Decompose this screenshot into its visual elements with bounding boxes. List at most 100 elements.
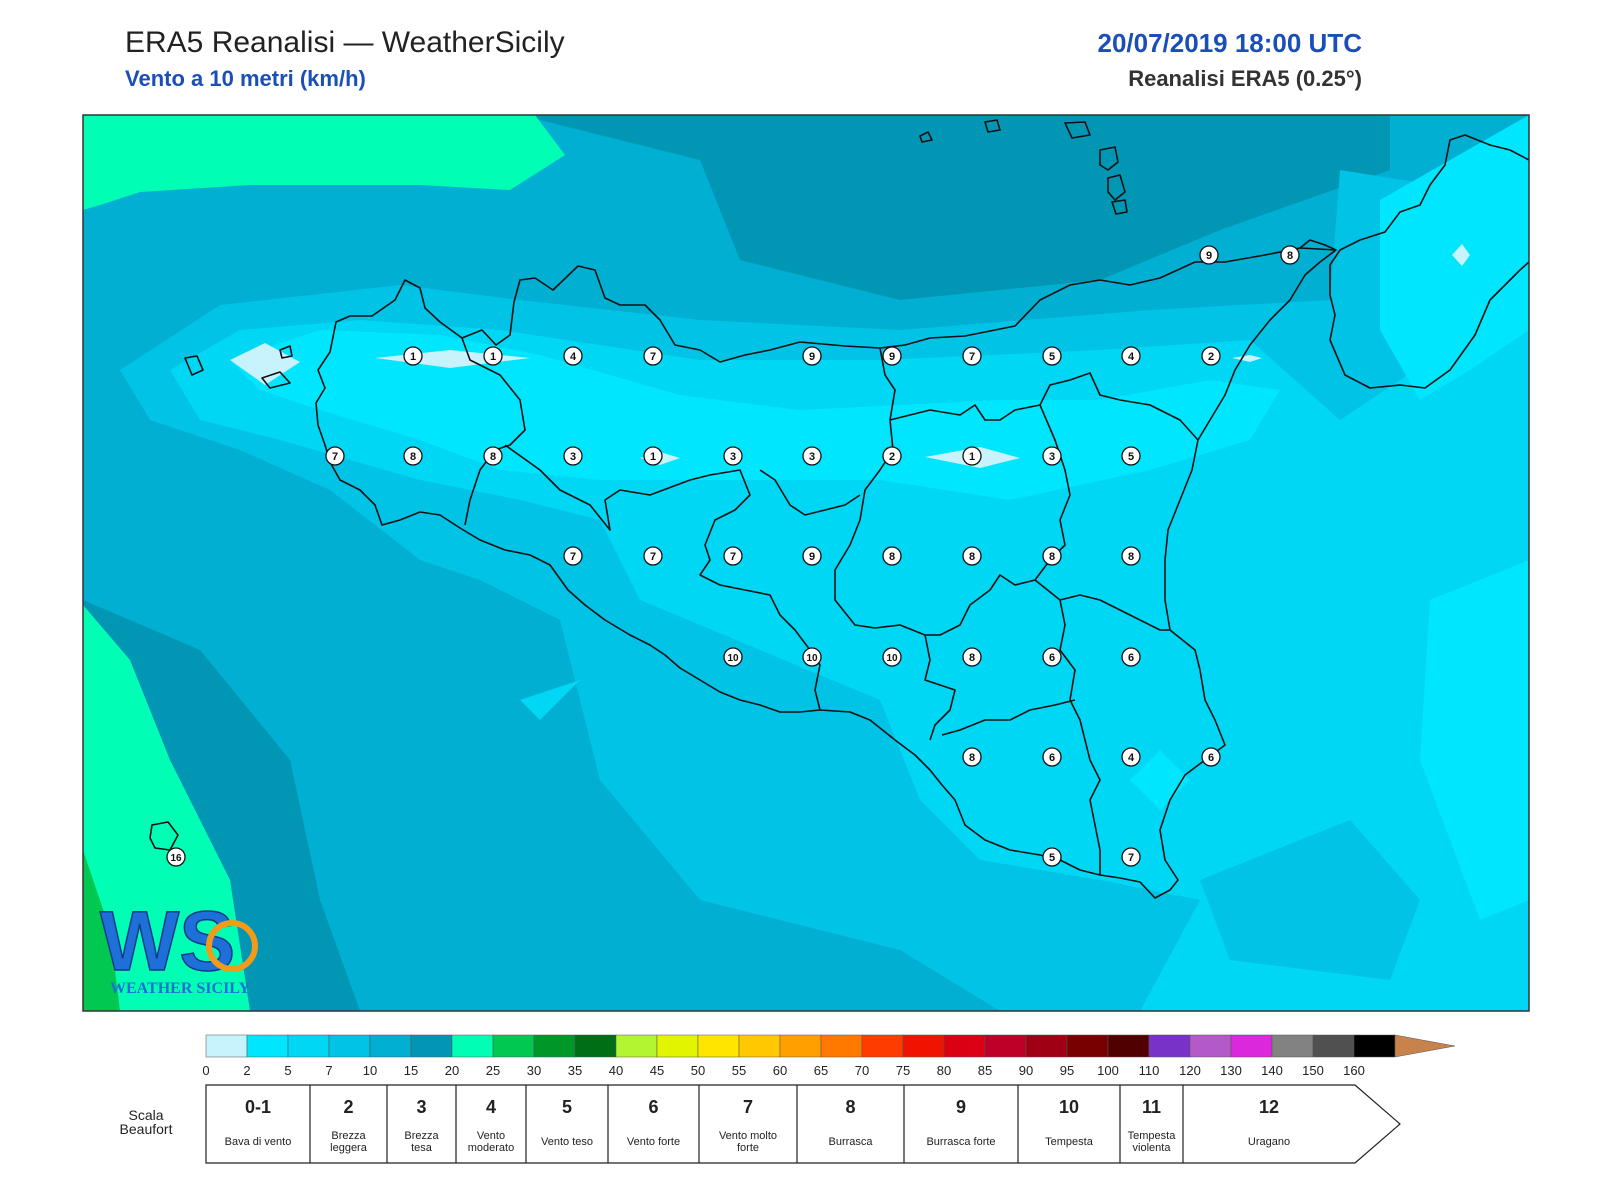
- beaufort-number: 2: [343, 1097, 353, 1117]
- colorbar-bin: [861, 1034, 904, 1058]
- colorbar-bin: [943, 1034, 986, 1058]
- calabria-coastline: [1329, 134, 1530, 389]
- station-marker: 6: [1201, 747, 1221, 767]
- station-value: 1: [490, 351, 496, 363]
- colorbar-tick-label: 90: [1019, 1063, 1033, 1078]
- station-value: 1: [650, 451, 656, 463]
- legend: 0 2 5 7 10 15 20 25 30 35 40 45 50 55 60 65 70 75 80 85 90 95…: [120, 1034, 1456, 1164]
- colorbar-bin: [451, 1034, 494, 1058]
- colorbar-bin: [328, 1034, 371, 1058]
- station-value: 5: [1049, 351, 1055, 363]
- station-dot: [166, 847, 186, 867]
- station-dot: [643, 546, 663, 566]
- island-ustica: [919, 131, 933, 143]
- colorbar-tick-label: 10: [363, 1063, 377, 1078]
- beaufort-number: 11: [1142, 1097, 1161, 1117]
- station-dot: [403, 346, 423, 366]
- station-value: 10: [806, 653, 818, 664]
- province-boundary: [759, 469, 861, 516]
- colorbar-bin: [1271, 1034, 1314, 1058]
- colorbar-bin: [820, 1034, 863, 1058]
- colorbar-bin: [656, 1034, 699, 1058]
- beaufort-description: Vento moderato: [468, 1130, 514, 1154]
- station-marker: 9: [1199, 245, 1219, 265]
- station-marker: 1: [643, 446, 663, 466]
- station-value: 7: [969, 351, 975, 363]
- station-dot: [1042, 446, 1062, 466]
- beaufort-bar: [205, 1084, 1401, 1164]
- station-dot: [802, 446, 822, 466]
- station-value: 10: [886, 653, 898, 664]
- station-dot: [483, 346, 503, 366]
- station-dot: [882, 647, 902, 667]
- station-marker: 2: [1201, 346, 1221, 366]
- station-value: 7: [1128, 852, 1134, 864]
- station-value: 7: [650, 551, 656, 563]
- coastlines: [149, 119, 1530, 899]
- field-band-5-7-spot: [520, 680, 580, 720]
- island-lipari: [1107, 174, 1126, 201]
- beaufort-title-line2: Beaufort: [120, 1121, 173, 1137]
- wind-map: WS WEATHER SICILY 9 8 1 1 4 7 9 9 7 5 4 2 7 8 8 3 1 3 3 2 1 3…: [82, 114, 1530, 1012]
- colorbar-tick-label: 85: [978, 1063, 992, 1078]
- station-marker: 7: [723, 546, 743, 566]
- station-marker: 7: [643, 546, 663, 566]
- station-marker: 10: [723, 647, 743, 667]
- colorbar-tick-label: 20: [445, 1063, 459, 1078]
- colorbar-tick-label: 5: [284, 1063, 291, 1078]
- station-marker: 3: [1042, 446, 1062, 466]
- station-value: 9: [809, 551, 815, 563]
- sicily-coastline: [315, 247, 1337, 899]
- station-dot: [1201, 346, 1221, 366]
- beaufort-description: Tempesta violenta: [1128, 1130, 1177, 1154]
- station-value: 9: [889, 351, 895, 363]
- colorbar-tick-label: 15: [404, 1063, 418, 1078]
- colorbar-bin: [205, 1034, 248, 1058]
- beaufort-number: 7: [743, 1097, 753, 1117]
- station-dot: [563, 346, 583, 366]
- beaufort-description: Brezza tesa: [404, 1130, 439, 1154]
- colorbar-bin: [410, 1034, 453, 1058]
- colorbar-bin: [1148, 1034, 1191, 1058]
- station-marker: 8: [962, 747, 982, 767]
- station-dot: [723, 446, 743, 466]
- beaufort-number: 8: [845, 1097, 855, 1117]
- colorbar-bin: [492, 1034, 535, 1058]
- province-boundary: [1059, 599, 1101, 875]
- station-value: 6: [1208, 752, 1214, 764]
- station-marker: 7: [962, 346, 982, 366]
- station-dot: [563, 446, 583, 466]
- field-band-20-25-southwest: [83, 605, 250, 1011]
- colorbar-tick-label: 55: [732, 1063, 746, 1078]
- station-value: 2: [1208, 351, 1214, 363]
- colorbar-bin: [615, 1034, 658, 1058]
- field-band-15-20-north: [520, 115, 1390, 300]
- field-band-7-10-se: [1200, 820, 1420, 980]
- beaufort-description: Tempesta: [1045, 1136, 1094, 1148]
- station-value: 4: [1128, 752, 1135, 764]
- station-value: 7: [650, 351, 656, 363]
- colorbar-bin: [1025, 1034, 1068, 1058]
- colorbar-tick-label: 30: [527, 1063, 541, 1078]
- station-dot: [962, 546, 982, 566]
- station-dot: [882, 546, 902, 566]
- station-dot: [723, 647, 743, 667]
- station-marker: 1: [483, 346, 503, 366]
- beaufort-description: Vento teso: [541, 1136, 593, 1148]
- beaufort-number: 0-1: [245, 1097, 271, 1117]
- station-marker: 9: [882, 346, 902, 366]
- station-dot: [962, 647, 982, 667]
- station-marker: 8: [1280, 245, 1300, 265]
- beaufort-number: 4: [486, 1097, 496, 1117]
- colorbar-tick-label: 70: [855, 1063, 869, 1078]
- colorbar-arrow: [1394, 1034, 1456, 1058]
- colorbar-bin: [1312, 1034, 1355, 1058]
- station-marker: 1: [962, 446, 982, 466]
- station-marker: 7: [325, 446, 345, 466]
- station-marker: 5: [1121, 446, 1141, 466]
- map-title: ERA5 Reanalisi — WeatherSicily: [125, 26, 565, 59]
- province-boundary: [941, 699, 1076, 736]
- colorbar-bin: [1107, 1034, 1150, 1058]
- logo-letters: WS: [100, 894, 235, 988]
- island-alicudi: [984, 119, 1001, 133]
